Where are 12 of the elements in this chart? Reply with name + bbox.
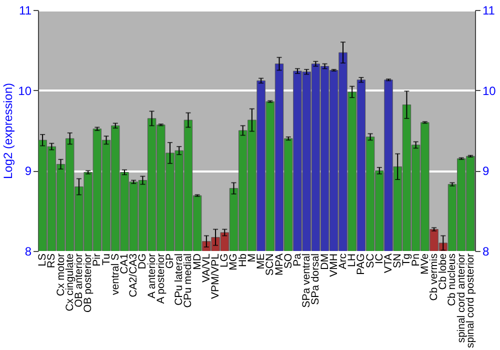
y2-tick-label: 10	[482, 84, 496, 98]
y-tick-label: 8	[24, 244, 32, 258]
y2-tick-label: 8	[482, 244, 490, 258]
y-axis-title: Log2 (expression)	[1, 82, 16, 180]
x-tick-label: Tg	[400, 253, 413, 266]
x-tick-label: RS	[46, 254, 58, 268]
y2-tick-label: 9	[482, 164, 490, 178]
y2-tick-label: 11	[482, 4, 496, 18]
x-tick-label: MVe	[418, 253, 431, 275]
y-tick-label: 10	[18, 84, 32, 98]
y-tick-label: 11	[19, 4, 32, 18]
y-tick-label: 9	[24, 164, 32, 178]
